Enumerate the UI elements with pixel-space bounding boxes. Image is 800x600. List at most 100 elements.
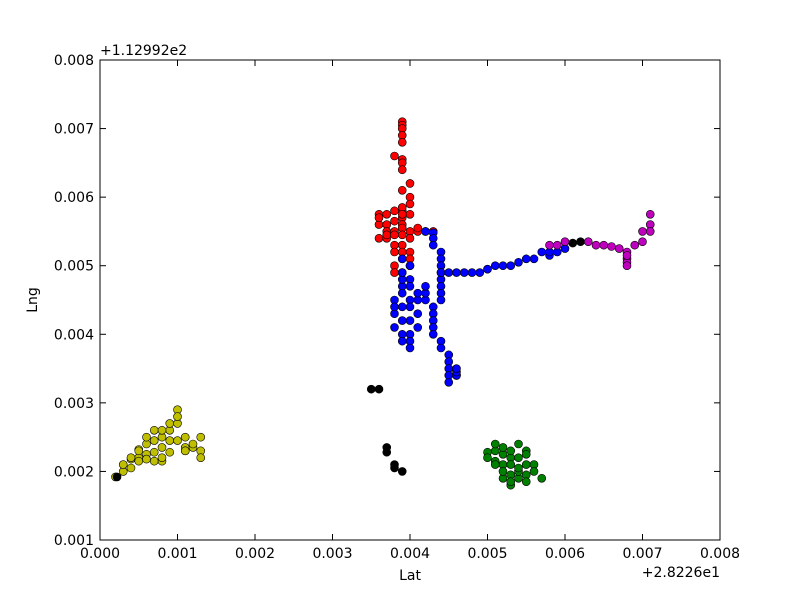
- scatter-point: [382, 209, 392, 219]
- scatter-point: [196, 432, 206, 442]
- ticks-layer: 0.000 0.001 0.002 0.003 0.004 0.005 0.006 0.007…: [54, 53, 740, 562]
- scatter-point: [134, 446, 144, 456]
- scatter-point: [149, 436, 159, 445]
- scatter-point: [583, 237, 593, 247]
- y-tick-label: 0.006: [54, 190, 94, 206]
- scatter-point: [521, 460, 531, 469]
- scatter-point: [397, 230, 407, 240]
- scatter-point: [521, 477, 531, 487]
- y-tick-label: 0.004: [54, 327, 94, 343]
- scatter-point: [514, 453, 523, 463]
- scatter-point: [645, 227, 655, 236]
- scatter-point: [514, 439, 523, 449]
- scatter-point: [149, 456, 159, 466]
- scatter-point: [638, 227, 647, 236]
- scatter-point: [134, 456, 144, 466]
- scatter-point: [142, 454, 151, 464]
- scatter-point: [599, 240, 609, 250]
- scatter-point: [436, 295, 446, 305]
- scatter-point: [638, 237, 647, 247]
- scatter-point: [405, 281, 415, 291]
- scatter-point: [413, 309, 423, 319]
- x-axis-label: Lat: [399, 568, 421, 584]
- scatter-point: [498, 261, 508, 271]
- x-tick-label: 0.004: [390, 546, 430, 562]
- scatter-point: [397, 137, 407, 147]
- scatter-point: [165, 419, 175, 428]
- scatter-point: [405, 199, 415, 209]
- scatter-point: [490, 439, 500, 449]
- scatter-point: [180, 446, 190, 456]
- scatter-point: [630, 240, 640, 250]
- scatter-point: [475, 268, 485, 277]
- scatter-point: [405, 343, 415, 353]
- y-tick-label: 0.003: [54, 396, 94, 412]
- scatter-point: [118, 460, 128, 469]
- x-offset-label: +2.8226e1: [642, 565, 720, 581]
- scatter-point: [112, 472, 122, 482]
- scatter-point: [390, 206, 399, 216]
- scatter-point: [390, 151, 399, 161]
- scatter-point: [157, 453, 167, 463]
- scatter-point: [483, 453, 492, 463]
- scatter-point: [165, 436, 175, 445]
- scatter-point: [374, 384, 384, 394]
- scatter-point: [444, 377, 454, 387]
- scatter-point: [428, 240, 438, 250]
- scatter-point: [397, 185, 407, 195]
- scatter-point: [374, 233, 384, 243]
- scatter-point: [390, 463, 399, 473]
- scatter-point: [490, 460, 500, 469]
- scatter-point: [397, 209, 407, 219]
- scatter-point: [382, 230, 392, 240]
- scatter-point: [390, 302, 399, 312]
- scatter-point: [142, 432, 151, 442]
- scatter-point: [506, 261, 516, 271]
- scatter-point: [622, 251, 632, 260]
- scatter-point: [506, 446, 516, 456]
- scatter-point: [390, 268, 399, 277]
- y-tick-label: 0.008: [54, 53, 94, 69]
- scatter-point: [390, 247, 399, 257]
- scatter-point: [390, 216, 399, 226]
- scatter-point: [382, 447, 392, 457]
- y-offset-label: +1.12992e2: [100, 43, 187, 59]
- scatter-point: [397, 288, 407, 298]
- scatter-point: [506, 460, 516, 469]
- scatter-point: [366, 384, 376, 394]
- scatter-point: [537, 247, 547, 257]
- scatter-point: [397, 268, 407, 277]
- scatter-point: [397, 467, 407, 476]
- y-tick-label: 0.001: [54, 533, 94, 549]
- scatter-point: [405, 233, 415, 243]
- scatter-point: [405, 179, 415, 188]
- scatter-point: [560, 237, 570, 247]
- scatter-point: [421, 227, 430, 236]
- scatter-point: [126, 463, 136, 473]
- scatter-point: [413, 288, 423, 298]
- scatter-point: [529, 467, 539, 476]
- scatter-point: [607, 242, 616, 251]
- scatter-point: [436, 268, 446, 277]
- scatter-point: [498, 467, 508, 476]
- y-tick-label: 0.005: [54, 259, 94, 275]
- scatter-point: [405, 302, 415, 312]
- scatter-point: [483, 264, 492, 274]
- scatter-point: [173, 436, 182, 445]
- scatter-point: [645, 209, 655, 219]
- scatter-point: [545, 240, 554, 250]
- scatter-point: [397, 316, 407, 325]
- scatter-point: [568, 238, 578, 248]
- scatter-point: [405, 316, 415, 325]
- scatter-point: [452, 364, 461, 373]
- scatter-point: [421, 281, 430, 291]
- scatter-point: [428, 329, 438, 339]
- scatter-point: [413, 323, 423, 332]
- scatter-point: [452, 268, 461, 277]
- scatter-point: [537, 473, 547, 483]
- scatter-point: [173, 412, 182, 421]
- y-tick-label: 0.002: [54, 464, 94, 480]
- scatter-point: [444, 268, 454, 277]
- scatter-point: [591, 240, 601, 250]
